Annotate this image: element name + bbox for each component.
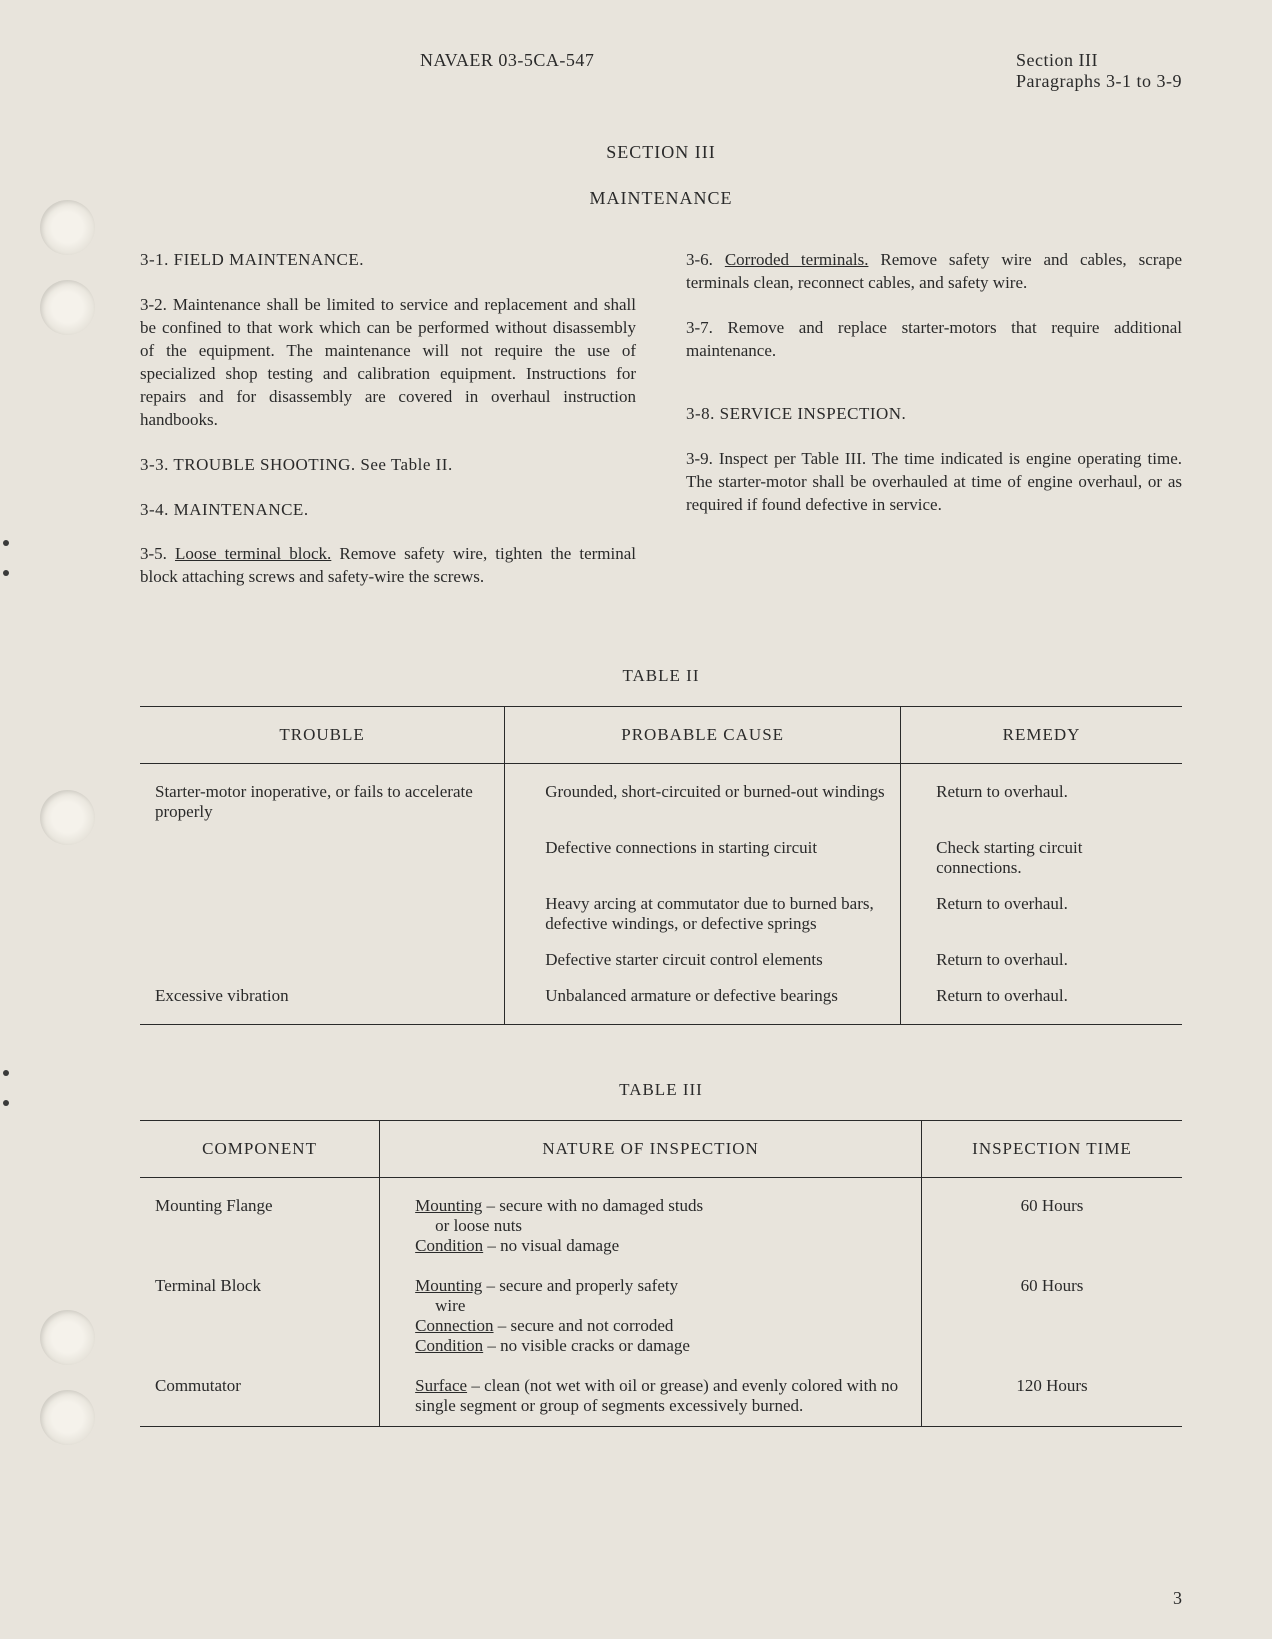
table-cell: 120 Hours — [921, 1366, 1182, 1427]
table-row: Defective connections in starting circui… — [140, 830, 1182, 886]
table-cell: Defective connections in starting circui… — [505, 830, 901, 886]
table-cell: Surface – clean (not wet with oil or gre… — [380, 1366, 922, 1427]
binder-hole — [40, 1390, 95, 1445]
insp-text: – clean (not wet with oil or grease) and… — [415, 1376, 898, 1415]
table-cell: Return to overhaul. — [901, 764, 1182, 831]
left-column: 3-1. FIELD MAINTENANCE. 3-2. Maintenance… — [140, 249, 636, 611]
para-3-3: 3-3. TROUBLE SHOOTING. See Table II. — [140, 454, 636, 477]
para-3-7: 3-7. Remove and replace starter-motors t… — [686, 317, 1182, 363]
table-2: TROUBLE PROBABLE CAUSE REMEDY Starter-mo… — [140, 706, 1182, 1025]
table-cell — [140, 942, 505, 978]
para-3-2: 3-2. Maintenance shall be limited to ser… — [140, 294, 636, 432]
table-cell: Check starting circuit connections. — [901, 830, 1182, 886]
edge-dot — [3, 570, 9, 576]
para-3-4: 3-4. MAINTENANCE. — [140, 499, 636, 522]
insp-label: Mounting — [415, 1276, 482, 1295]
table-3-header: NATURE OF INSPECTION — [380, 1121, 922, 1178]
table-2-header: TROUBLE — [140, 707, 505, 764]
insp-label: Connection — [415, 1316, 493, 1335]
para-3-9: 3-9. Inspect per Table III. The time ind… — [686, 448, 1182, 517]
table-cell: Commutator — [140, 1366, 380, 1427]
table-3-header: INSPECTION TIME — [921, 1121, 1182, 1178]
table-3-title: TABLE III — [140, 1080, 1182, 1100]
table-cell: Return to overhaul. — [901, 942, 1182, 978]
table-cell — [140, 886, 505, 942]
table-cell: Starter-motor inoperative, or fails to a… — [140, 764, 505, 831]
para-3-6-underline: Corroded terminals. — [725, 250, 869, 269]
table-cell: Heavy arcing at commutator due to burned… — [505, 886, 901, 942]
right-column: 3-6. Corroded terminals. Remove safety w… — [686, 249, 1182, 611]
table-row: Mounting Flange Mounting – secure with n… — [140, 1178, 1182, 1267]
table-cell: Defective starter circuit control elemen… — [505, 942, 901, 978]
table-2-title: TABLE II — [140, 666, 1182, 686]
insp-indent: wire — [415, 1296, 906, 1316]
page-number: 3 — [1173, 1588, 1182, 1609]
paragraph-range: Paragraphs 3-1 to 3-9 — [1016, 71, 1182, 92]
section-subtitle: MAINTENANCE — [140, 188, 1182, 209]
section-label: Section III — [1016, 50, 1182, 71]
insp-label: Surface — [415, 1376, 467, 1395]
table-row: Excessive vibration Unbalanced armature … — [140, 978, 1182, 1025]
table-cell: 60 Hours — [921, 1178, 1182, 1267]
para-3-8: 3-8. SERVICE INSPECTION. — [686, 403, 1182, 426]
insp-text: – secure and not corroded — [494, 1316, 674, 1335]
insp-text: – no visual damage — [483, 1236, 619, 1255]
table-cell: Grounded, short-circuited or burned-out … — [505, 764, 901, 831]
insp-label: Condition — [415, 1236, 483, 1255]
para-3-6-prefix: 3-6. — [686, 250, 725, 269]
table-2-header: REMEDY — [901, 707, 1182, 764]
table-3: COMPONENT NATURE OF INSPECTION INSPECTIO… — [140, 1120, 1182, 1427]
doc-number: NAVAER 03-5CA-547 — [420, 50, 594, 92]
table-3-header: COMPONENT — [140, 1121, 380, 1178]
para-3-5-underline: Loose terminal block. — [175, 544, 331, 563]
table-cell: Mounting – secure and properly safety wi… — [380, 1266, 922, 1366]
insp-text: – no visible cracks or damage — [483, 1336, 690, 1355]
binder-hole — [40, 790, 95, 845]
para-3-5-prefix: 3-5. — [140, 544, 175, 563]
para-3-5: 3-5. Loose terminal block. Remove safety… — [140, 543, 636, 589]
page-header: NAVAER 03-5CA-547 Section III Paragraphs… — [140, 50, 1182, 92]
insp-label: Mounting — [415, 1196, 482, 1215]
para-3-1: 3-1. FIELD MAINTENANCE. — [140, 249, 636, 272]
table-cell: Excessive vibration — [140, 978, 505, 1025]
header-right: Section III Paragraphs 3-1 to 3-9 — [1016, 50, 1182, 92]
table-cell: Return to overhaul. — [901, 886, 1182, 942]
table-row: Terminal Block Mounting – secure and pro… — [140, 1266, 1182, 1366]
insp-text: – secure with no damaged studs — [482, 1196, 703, 1215]
para-3-6: 3-6. Corroded terminals. Remove safety w… — [686, 249, 1182, 295]
binder-hole — [40, 280, 95, 335]
section-title: SECTION III — [140, 142, 1182, 163]
table-cell — [140, 830, 505, 886]
table-cell: Mounting Flange — [140, 1178, 380, 1267]
edge-dot — [3, 540, 9, 546]
table-2-header: PROBABLE CAUSE — [505, 707, 901, 764]
insp-label: Condition — [415, 1336, 483, 1355]
table-row: Commutator Surface – clean (not wet with… — [140, 1366, 1182, 1427]
table-cell: Terminal Block — [140, 1266, 380, 1366]
edge-dot — [3, 1100, 9, 1106]
insp-text: – secure and properly safety — [482, 1276, 678, 1295]
table-cell: Unbalanced armature or defective bearing… — [505, 978, 901, 1025]
table-cell: 60 Hours — [921, 1266, 1182, 1366]
insp-indent: or loose nuts — [415, 1216, 906, 1236]
binder-hole — [40, 1310, 95, 1365]
binder-hole — [40, 200, 95, 255]
edge-dot — [3, 1070, 9, 1076]
body-columns: 3-1. FIELD MAINTENANCE. 3-2. Maintenance… — [140, 249, 1182, 611]
table-row: Starter-motor inoperative, or fails to a… — [140, 764, 1182, 831]
table-cell: Mounting – secure with no damaged studs … — [380, 1178, 922, 1267]
table-row: Heavy arcing at commutator due to burned… — [140, 886, 1182, 942]
table-cell: Return to overhaul. — [901, 978, 1182, 1025]
table-row: Defective starter circuit control elemen… — [140, 942, 1182, 978]
